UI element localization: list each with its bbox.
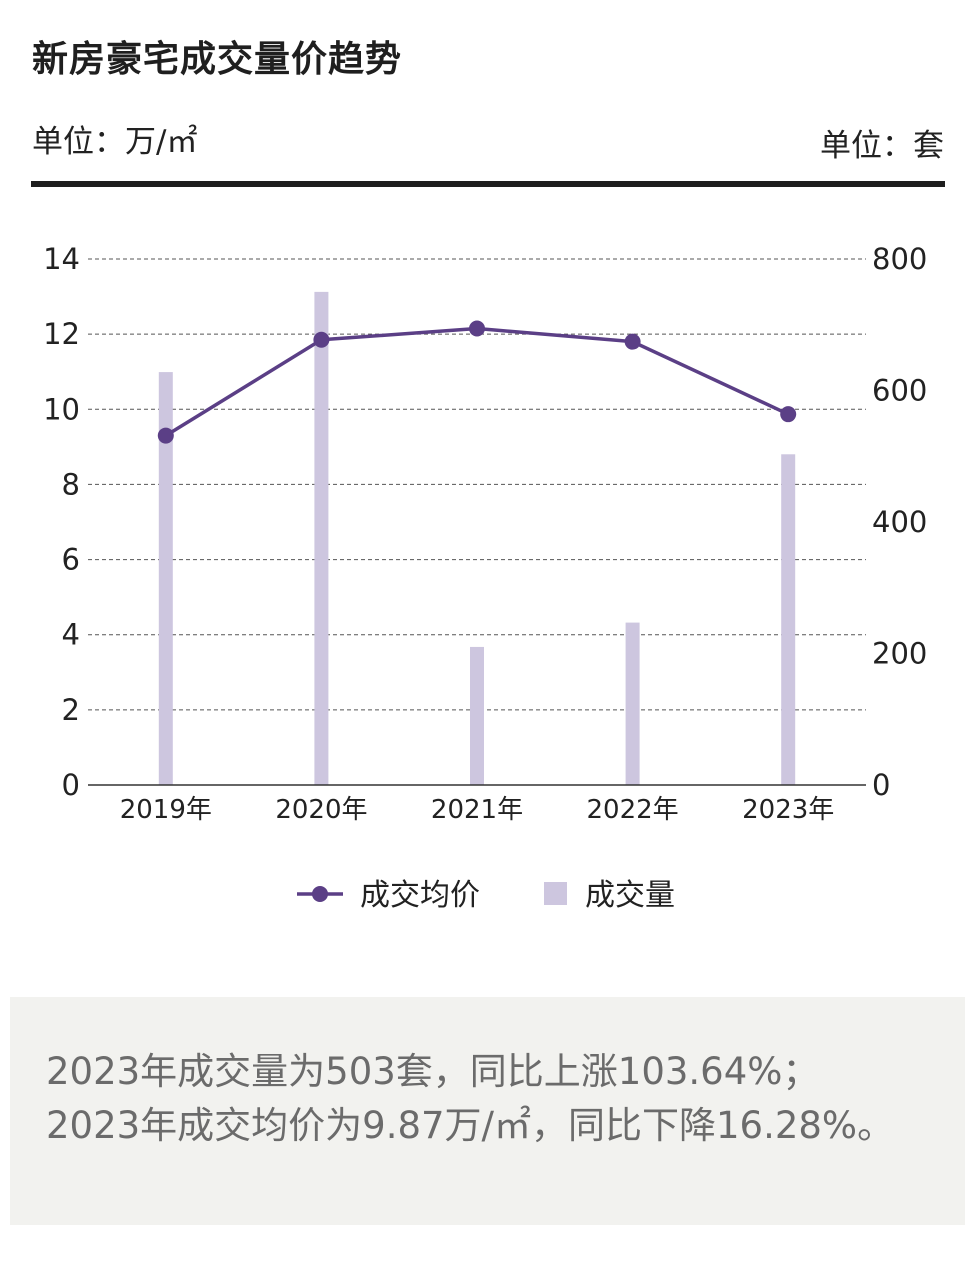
price-point-2021年 [469, 320, 485, 337]
summary-line-volume: 2023年成交量为503套，同比上涨103.64%； [46, 1050, 820, 1093]
price-point-2020年 [313, 331, 330, 348]
x-tick-label: 2022年 [587, 795, 679, 825]
bar-2019年 [158, 372, 173, 785]
y-left-tick-label: 4 [62, 618, 80, 652]
legend-bar-swatch [544, 882, 567, 905]
bar-series [158, 291, 796, 785]
price-point-2019年 [157, 427, 174, 444]
y-right-tick-label: 400 [872, 505, 927, 539]
right-axis-unit: 单位：套 [820, 128, 944, 164]
chart-title: 新房豪宅成交量价趋势 [32, 39, 403, 80]
line-series [157, 320, 797, 444]
price-point-2022年 [624, 333, 641, 350]
axes: 0 2 4 6 8 10 12 14 0 200 400 600 800 2019年 2020年 2021年 2… [43, 242, 927, 825]
bar-2021年 [470, 646, 484, 785]
x-tick-label: 2021年 [431, 795, 523, 825]
summary-line-price: 2023年成交均价为9.87万/㎡，同比下降16.28%。 [46, 1104, 895, 1147]
summary-note: 2023年成交量为503套，同比上涨103.64%； 2023年成交均价为9.8… [10, 997, 965, 1225]
y-right-tick-label: 600 [872, 374, 927, 408]
bar-2020年 [314, 291, 329, 785]
x-tick-label: 2023年 [742, 795, 834, 825]
x-tick-label: 2020年 [275, 795, 367, 825]
bar-2023年 [781, 454, 796, 785]
y-left-tick-label: 0 [62, 768, 80, 802]
price-line [164, 326, 789, 438]
y-left-tick-label: 10 [43, 392, 80, 426]
left-axis-unit: 单位：万/㎡ [32, 124, 198, 160]
bar-2022年 [625, 622, 640, 785]
header-divider [31, 181, 945, 187]
y-right-tick-label: 800 [872, 242, 927, 276]
legend-label-volume: 成交量 [585, 878, 675, 913]
x-tick-label: 2019年 [120, 795, 212, 825]
legend-line-marker [312, 886, 328, 902]
y-left-tick-label: 8 [62, 467, 80, 501]
y-right-tick-label: 0 [872, 768, 890, 802]
y-left-tick-label: 2 [62, 693, 80, 727]
y-left-tick-label: 6 [62, 543, 80, 577]
combo-chart: 0 2 4 6 8 10 12 14 0 200 400 600 800 2019年 2020年 2021年 2… [43, 242, 927, 913]
legend: 成交均价 成交量 [297, 878, 675, 913]
y-left-tick-label: 12 [43, 317, 80, 351]
y-left-tick-label: 14 [43, 242, 80, 276]
price-point-2023年 [780, 406, 797, 423]
legend-label-price: 成交均价 [360, 878, 480, 913]
y-right-tick-label: 200 [872, 637, 927, 671]
